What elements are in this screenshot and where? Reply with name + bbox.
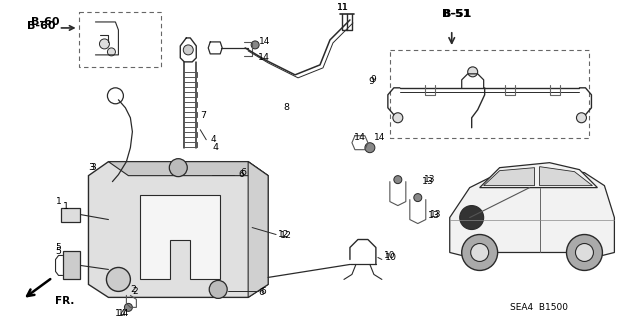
Text: 6: 6: [258, 288, 264, 297]
Text: 4: 4: [210, 135, 216, 144]
Text: 9: 9: [368, 77, 374, 86]
Text: 11: 11: [337, 4, 349, 12]
Polygon shape: [540, 167, 593, 186]
Circle shape: [461, 234, 498, 271]
Text: 10: 10: [385, 253, 397, 262]
Polygon shape: [479, 163, 597, 188]
Text: 12: 12: [278, 230, 289, 239]
Bar: [63, 251, 81, 279]
Text: 8: 8: [283, 103, 289, 112]
Circle shape: [393, 113, 403, 123]
Circle shape: [106, 267, 131, 291]
Text: 1: 1: [63, 202, 68, 211]
Circle shape: [468, 67, 477, 77]
Text: 14: 14: [374, 133, 385, 142]
Circle shape: [209, 280, 227, 298]
Text: 6: 6: [238, 170, 244, 179]
Circle shape: [470, 243, 489, 262]
Text: 2: 2: [132, 287, 138, 296]
Circle shape: [99, 39, 109, 49]
Text: 13: 13: [430, 210, 441, 219]
Text: 4: 4: [212, 143, 218, 152]
Polygon shape: [248, 162, 268, 297]
Circle shape: [460, 205, 484, 230]
Text: B-51: B-51: [442, 9, 470, 19]
Text: 5: 5: [56, 247, 61, 256]
Circle shape: [251, 41, 259, 49]
Polygon shape: [140, 195, 220, 279]
Text: 11: 11: [337, 4, 348, 12]
Circle shape: [577, 113, 586, 123]
Circle shape: [183, 45, 193, 55]
Text: 9: 9: [370, 75, 376, 84]
Text: 2: 2: [131, 285, 136, 294]
Circle shape: [365, 143, 375, 153]
Text: 3: 3: [90, 163, 96, 172]
Circle shape: [575, 243, 593, 262]
Text: 6: 6: [240, 168, 246, 177]
Text: 12: 12: [280, 231, 292, 240]
Text: 14: 14: [354, 133, 366, 142]
Circle shape: [124, 303, 132, 311]
Text: B-60: B-60: [31, 17, 59, 27]
Text: 14: 14: [258, 53, 270, 63]
Text: SEA4  B1500: SEA4 B1500: [509, 303, 568, 312]
Text: 14: 14: [259, 37, 271, 46]
Text: 6: 6: [260, 287, 266, 296]
Text: 13: 13: [428, 211, 440, 220]
Polygon shape: [88, 162, 268, 297]
Bar: [79, 12, 161, 67]
Text: B-60: B-60: [27, 21, 55, 31]
Text: FR.: FR.: [54, 296, 74, 306]
Text: 5: 5: [56, 243, 61, 252]
Text: 13: 13: [422, 177, 434, 186]
Text: 10: 10: [384, 251, 396, 260]
Polygon shape: [450, 168, 614, 257]
Text: 3: 3: [88, 163, 95, 172]
Circle shape: [394, 176, 402, 184]
Circle shape: [170, 159, 188, 177]
Circle shape: [566, 234, 602, 271]
Text: 1: 1: [56, 197, 61, 206]
Text: 13: 13: [424, 175, 435, 184]
Circle shape: [414, 194, 422, 202]
Text: 14: 14: [115, 309, 127, 318]
Bar: [61, 208, 81, 222]
Text: 14: 14: [118, 309, 130, 318]
Circle shape: [108, 48, 115, 56]
Polygon shape: [484, 168, 534, 186]
Text: 7: 7: [200, 111, 206, 120]
Polygon shape: [108, 162, 268, 176]
Bar: [390, 50, 589, 138]
Text: B-51: B-51: [443, 9, 471, 19]
